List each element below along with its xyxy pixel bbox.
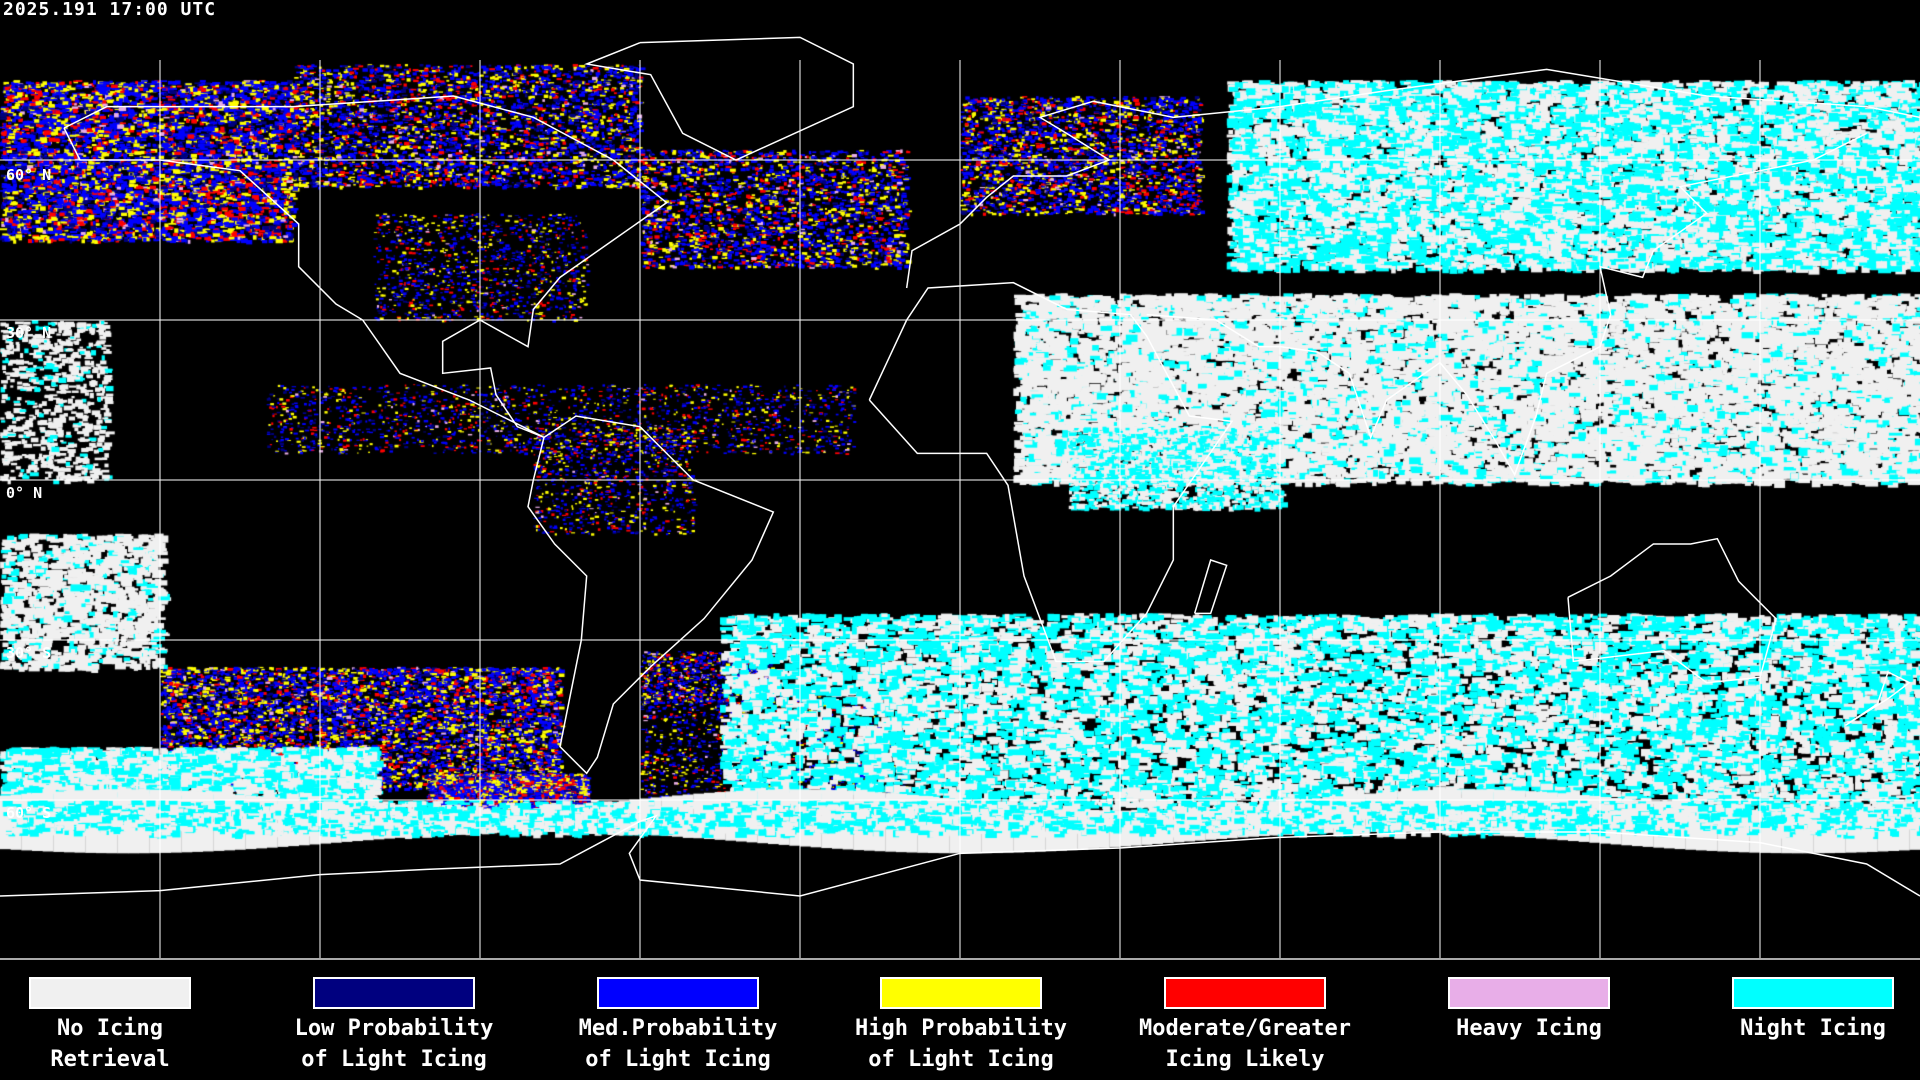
legend-item-high-probability: High Probability of Light Icing	[836, 977, 1086, 1075]
icing-map: 2025.191 17:00 UTC 60° N 30° N 0° N 30° …	[0, 0, 1920, 960]
legend-swatch	[597, 977, 759, 1009]
legend-swatch	[880, 977, 1042, 1009]
coastline	[868, 281, 1234, 663]
legend: No Icing Retrieval Low Probability of Ligh…	[0, 960, 1920, 1080]
map-border	[0, 958, 1920, 960]
coastline	[1146, 132, 1868, 477]
legend-swatch	[29, 977, 191, 1009]
coastline	[527, 415, 775, 775]
lat-label-30n: 30° N	[6, 324, 52, 342]
coastline	[905, 68, 1920, 289]
coastline	[583, 36, 855, 161]
timestamp: 2025.191 17:00 UTC	[3, 0, 217, 20]
coastline	[63, 95, 668, 439]
lat-label-60n: 60° N	[6, 166, 52, 184]
lat-lon-gridlines	[0, 60, 1920, 960]
coastline	[1844, 670, 1911, 726]
legend-label: Night Icing	[1740, 1016, 1886, 1041]
legend-label: Med.Probability of Light Icing	[578, 1016, 778, 1072]
coastline	[0, 814, 1920, 897]
coastline	[1193, 559, 1228, 615]
legend-swatch	[313, 977, 475, 1009]
map-overlay	[0, 36, 1920, 960]
coastline	[1567, 537, 1777, 684]
coastlines	[0, 36, 1920, 897]
legend-label: Heavy Icing	[1456, 1016, 1602, 1041]
lat-label-0n: 0° N	[6, 484, 43, 502]
legend-label: Low Probability of Light Icing	[294, 1016, 494, 1072]
legend-item-med-probability: Med.Probability of Light Icing	[553, 977, 803, 1075]
legend-swatch	[1448, 977, 1610, 1009]
legend-label: No Icing Retrieval	[50, 1016, 170, 1072]
legend-label: High Probability of Light Icing	[855, 1016, 1067, 1072]
legend-item-heavy-icing: Heavy Icing	[1404, 977, 1654, 1044]
legend-item-night-icing: Night Icing	[1688, 977, 1920, 1044]
lat-label-30s: 30° S	[6, 644, 52, 662]
legend-item-no-icing: No Icing Retrieval	[0, 977, 235, 1075]
legend-label: Moderate/Greater Icing Likely	[1139, 1016, 1351, 1072]
legend-swatch	[1732, 977, 1894, 1009]
legend-item-moderate-greater: Moderate/Greater Icing Likely	[1120, 977, 1370, 1075]
legend-swatch	[1164, 977, 1326, 1009]
lat-label-60s: 60° S	[6, 804, 52, 822]
legend-item-low-probability: Low Probability of Light Icing	[269, 977, 519, 1075]
